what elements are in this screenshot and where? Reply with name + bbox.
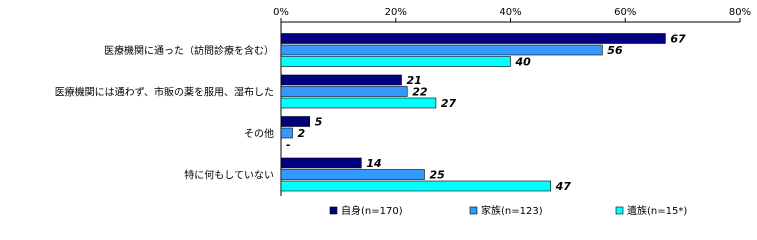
legend-label: 自身(n=170)	[341, 204, 403, 217]
legend-swatch	[329, 206, 338, 215]
category-label: 特に何もしていない	[184, 168, 274, 181]
bar	[280, 44, 603, 56]
value-label: 2	[297, 127, 305, 140]
bar	[280, 116, 310, 127]
value-label: 21	[406, 74, 421, 87]
value-label: 40	[515, 56, 532, 69]
value-label: 14	[366, 157, 381, 170]
value-label: -	[286, 139, 291, 152]
x-tick-label: 40%	[499, 7, 521, 18]
value-label: 25	[429, 169, 445, 182]
category-label: 医療機関に通った（訪問診療を含む）	[104, 44, 274, 57]
value-label: 27	[441, 97, 457, 110]
value-label: 56	[607, 44, 623, 57]
bar	[280, 74, 402, 86]
bar	[280, 86, 408, 97]
x-tick-label: 0%	[273, 7, 289, 18]
bar	[280, 157, 362, 169]
bar	[280, 33, 666, 44]
x-tick-label: 60%	[614, 7, 636, 18]
legend-swatch	[469, 206, 478, 215]
legend-label: 家族(n=123)	[481, 204, 543, 217]
bar	[280, 56, 511, 67]
x-tick-label: 20%	[385, 7, 407, 18]
value-label: 5	[315, 116, 323, 129]
value-label: 22	[412, 86, 428, 99]
value-label: 47	[555, 180, 572, 193]
legend-label: 遺族(n=15*)	[627, 204, 687, 217]
value-label: 67	[670, 33, 686, 46]
category-label: 医療機関には通わず、市販の薬を服用、湿布した	[55, 85, 274, 98]
bar	[280, 97, 437, 109]
bar	[280, 180, 551, 192]
chart: 0% 20% 40% 60% 80% 医療機関に通った（訪問診療を含む） 67 56 40 医療機…	[55, 7, 751, 217]
x-tick-label: 80%	[729, 7, 751, 18]
legend-swatch	[615, 206, 624, 215]
bar	[280, 169, 425, 180]
bar	[280, 127, 293, 139]
category-label: その他	[244, 127, 274, 140]
